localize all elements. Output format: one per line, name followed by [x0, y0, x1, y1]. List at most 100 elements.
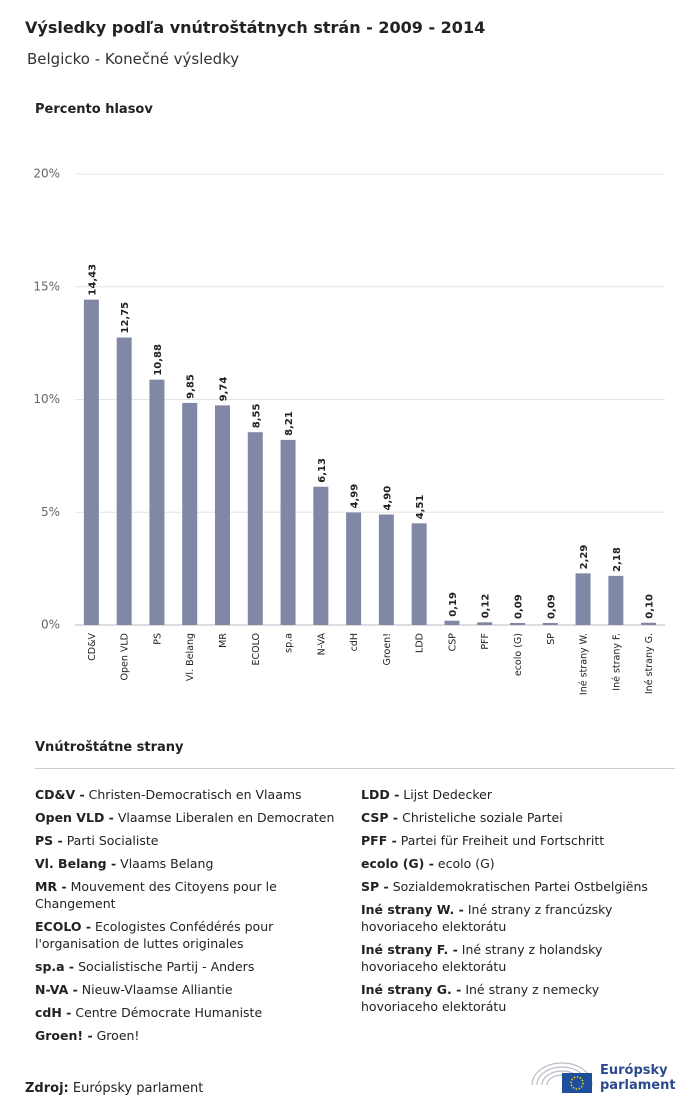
party-item: Iné strany W. - Iné strany z francúzsky …	[361, 901, 677, 935]
party-abbr: CSP -	[361, 810, 399, 825]
x-tick-label: Vl. Belang	[185, 633, 196, 681]
chart: 0% 5% 10% 15% 20% CD&V 14,43 Open VLD 12,75 PS 10,…	[33, 167, 665, 695]
party-item: cdH - Centre Démocrate Humaniste	[35, 1004, 335, 1021]
value-label: 6,13	[317, 458, 328, 483]
bar	[280, 439, 296, 625]
bar	[346, 512, 362, 625]
x-tick-label: PS	[152, 633, 163, 645]
y-tick-label: 0%	[41, 618, 60, 632]
value-label: 4,99	[350, 484, 361, 509]
x-tick-label: N-VA	[316, 633, 327, 656]
value-label: 8,21	[284, 411, 295, 436]
party-abbr: MR -	[35, 879, 67, 894]
party-item: sp.a - Socialistische Partij - Anders	[35, 958, 335, 975]
bar	[542, 622, 558, 625]
party-item: N-VA - Nieuw-Vlaamse Alliantie	[35, 981, 335, 998]
y-tick-label: 10%	[33, 392, 60, 406]
party-abbr: Open VLD -	[35, 810, 114, 825]
bar	[575, 573, 591, 625]
value-label: 4,90	[382, 486, 393, 511]
value-label: 2,18	[612, 547, 623, 572]
x-tick-label: ECOLO	[251, 633, 262, 666]
party-item: Open VLD - Vlaamse Liberalen en Democrat…	[35, 809, 335, 826]
party-abbr: LDD -	[361, 787, 400, 802]
party-abbr: ecolo (G) -	[361, 856, 434, 871]
x-tick-label: Iné strany G.	[644, 633, 655, 694]
party-abbr: N-VA -	[35, 982, 78, 997]
bar	[641, 622, 657, 625]
party-abbr: CD&V -	[35, 787, 85, 802]
parties-column: CD&V - Christen-Democratisch en Vlaams Op…	[35, 786, 335, 1050]
parties-column: LDD - Lijst Dedecker CSP - Christeliche s…	[361, 786, 677, 1021]
party-item: PFF - Partei für Freiheit und Fortschrit…	[361, 832, 677, 849]
party-abbr: ECOLO -	[35, 919, 92, 934]
party-abbr: Iné strany W. -	[361, 902, 464, 917]
bar	[477, 622, 493, 625]
logo-line: parlament	[600, 1078, 676, 1093]
party-name: Christen-Democratisch en Vlaams	[88, 787, 302, 802]
party-item: Iné strany F. - Iné strany z holandsky h…	[361, 941, 677, 975]
party-item: CD&V - Christen-Democratisch en Vlaams	[35, 786, 335, 803]
x-tick-label: LDD	[415, 633, 426, 653]
bar	[444, 620, 460, 625]
y-tick-label: 15%	[33, 279, 60, 293]
party-item: CSP - Christeliche soziale Partei	[361, 809, 677, 826]
party-item: SP - Sozialdemokratischen Partei Ostbelg…	[361, 878, 677, 895]
party-name: Sozialdemokratischen Partei Ostbelgiëns	[392, 879, 648, 894]
bar	[182, 402, 198, 625]
value-label: 4,51	[415, 495, 426, 520]
party-name: Nieuw-Vlaamse Alliantie	[81, 982, 233, 997]
value-label: 10,88	[153, 344, 164, 376]
party-abbr: PS -	[35, 833, 63, 848]
source-text: Európsky parlament	[72, 1081, 204, 1096]
value-label: 9,74	[219, 377, 230, 402]
chart-title: Výsledky podľa vnútroštátnych strán - 20…	[25, 18, 486, 37]
x-tick-label: Groen!	[382, 633, 393, 666]
source-label: Zdroj:	[25, 1081, 69, 1096]
party-item: PS - Parti Socialiste	[35, 832, 335, 849]
x-tick-label: PFF	[480, 633, 491, 650]
party-name: Lijst Dedecker	[403, 787, 492, 802]
value-label: 8,55	[251, 403, 262, 428]
value-label: 0,12	[481, 594, 492, 619]
x-tick-label: Open VLD	[120, 633, 131, 681]
party-name: ecolo (G)	[437, 856, 495, 871]
x-tick-label: ecolo (G)	[513, 633, 524, 676]
value-label: 0,09	[546, 594, 557, 619]
logo	[531, 1062, 593, 1093]
party-abbr: Iné strany G. -	[361, 982, 462, 997]
party-name: Iné strany z holandsky hovoriaceho elekt…	[361, 942, 603, 974]
party-abbr: cdH -	[35, 1005, 72, 1020]
chart-subtitle: Belgicko - Konečné výsledky	[27, 50, 240, 68]
bar	[608, 575, 624, 625]
y-axis-label: Percento hlasov	[35, 102, 153, 117]
value-label: 12,75	[120, 302, 131, 334]
party-abbr: Vl. Belang -	[35, 856, 117, 871]
value-label: 9,85	[186, 374, 197, 399]
party-name: Ecologistes Confédérés pour l'organisati…	[35, 919, 274, 951]
value-label: 0,09	[514, 594, 525, 619]
party-name: Partei für Freiheit und Fortschritt	[400, 833, 605, 848]
value-label: 2,29	[579, 545, 590, 570]
bar	[510, 622, 525, 625]
bar	[83, 299, 99, 625]
x-tick-label: Iné strany W.	[579, 633, 590, 695]
party-item: LDD - Lijst Dedecker	[361, 786, 677, 803]
party-item: MR - Mouvement des Citoyens pour le Chan…	[35, 878, 335, 912]
party-name: Groen!	[96, 1028, 140, 1043]
source: Zdroj: Európsky parlament	[25, 1081, 203, 1096]
y-tick-label: 20%	[33, 167, 60, 181]
bar	[215, 405, 230, 625]
bar	[411, 523, 427, 625]
party-name: Iné strany z nemecky hovoriaceho elektor…	[361, 982, 600, 1014]
y-tick-label: 5%	[41, 505, 60, 519]
party-name: Centre Démocrate Humaniste	[75, 1005, 263, 1020]
x-tick-label: cdH	[349, 633, 360, 651]
party-name: Christeliche soziale Partei	[402, 810, 563, 825]
bar	[149, 379, 165, 625]
party-abbr: sp.a -	[35, 959, 75, 974]
x-tick-label: CSP	[447, 633, 458, 652]
party-item: ecolo (G) - ecolo (G)	[361, 855, 677, 872]
party-name: Iné strany z francúzsky hovoriaceho elek…	[361, 902, 613, 934]
